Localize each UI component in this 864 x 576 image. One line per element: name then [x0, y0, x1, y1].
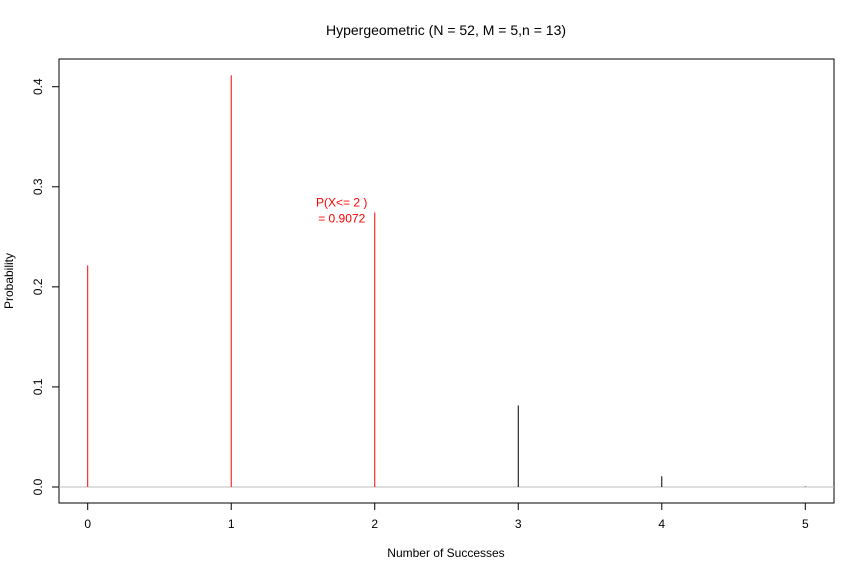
- cumulative-annotation-line2: = 0.9072: [318, 212, 365, 226]
- y-tick-label-0.2: 0.2: [31, 278, 45, 295]
- x-tick-label-0: 0: [84, 517, 91, 531]
- y-tick-label-0.4: 0.4: [31, 78, 45, 95]
- x-tick-label-5: 5: [802, 517, 809, 531]
- y-tick-label-0.0: 0.0: [31, 478, 45, 495]
- y-tick-label-0.3: 0.3: [31, 178, 45, 195]
- y-axis: 0.0 0.1 0.2 0.3 0.4: [31, 78, 59, 495]
- y-axis-label: Probability: [2, 253, 16, 309]
- probability-spikes: [59, 75, 834, 488]
- cumulative-annotation-line1: P(X<= 2 ): [316, 196, 367, 210]
- y-tick-label-0.1: 0.1: [31, 378, 45, 395]
- x-axis-label: Number of Successes: [387, 546, 504, 560]
- x-tick-label-4: 4: [658, 517, 665, 531]
- chart-title: Hypergeometric (N = 52, M = 5,n = 13): [326, 22, 566, 38]
- x-tick-label-3: 3: [515, 517, 522, 531]
- x-tick-label-1: 1: [228, 517, 235, 531]
- plot-frame: [58, 58, 835, 504]
- x-tick-label-2: 2: [371, 517, 378, 531]
- x-axis: 0 1 2 3 4 5: [84, 503, 809, 531]
